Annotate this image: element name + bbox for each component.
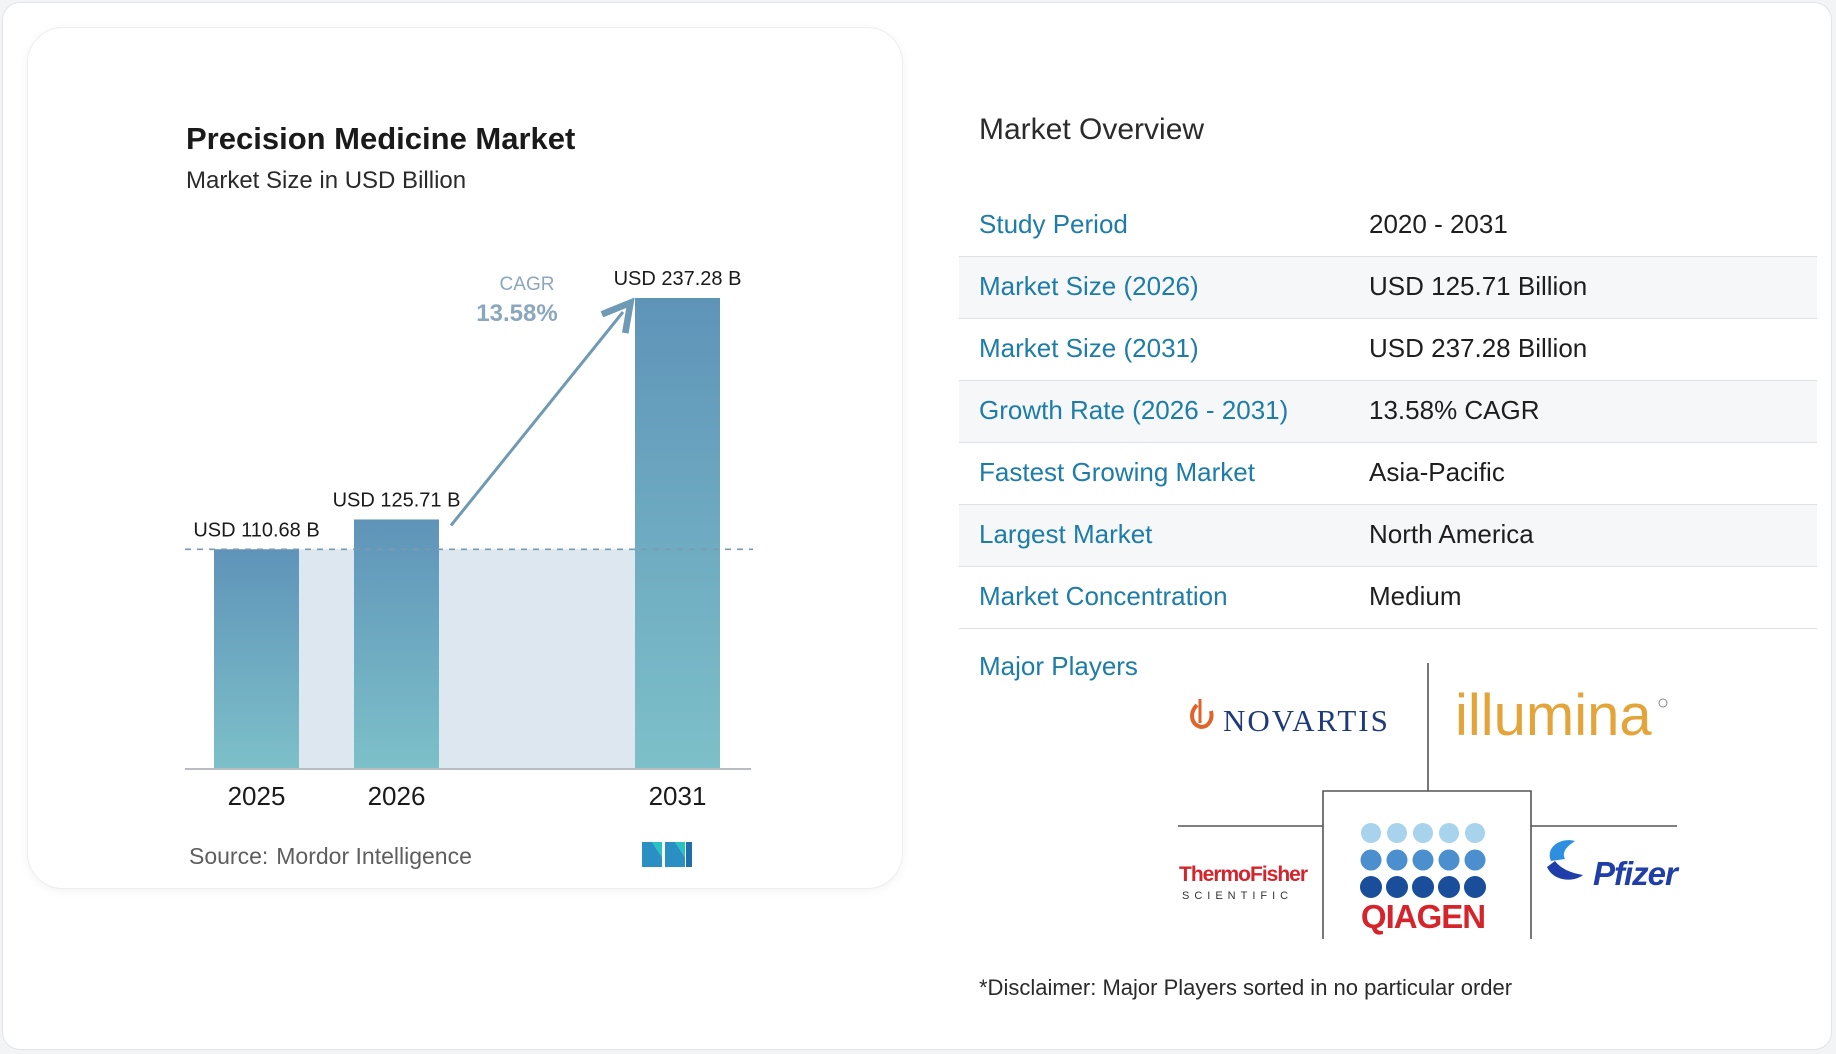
overview-row-label: Market Size (2031): [979, 333, 1199, 363]
disclaimer: *Disclaimer: Major Players sorted in no …: [979, 975, 1513, 1000]
bar-2031: [635, 298, 720, 769]
cagr-label: CAGR: [500, 274, 555, 295]
overview-row-value: 2020 - 2031: [1369, 209, 1508, 239]
overview-row-value: USD 237.28 Billion: [1369, 333, 1588, 363]
overview-row-value: Medium: [1369, 581, 1462, 611]
source-label: Source:: [189, 843, 269, 869]
svg-text:ThermoFisher: ThermoFisher: [1179, 863, 1308, 886]
overview-row: Study Period 2020 - 2031: [959, 195, 1817, 257]
pfizer-logo-icon: Pfizer: [1547, 840, 1681, 892]
data-label-2026: USD 125.71 B: [333, 489, 461, 511]
illumina-logo-icon: illumina: [1455, 683, 1668, 748]
data-label-2031: USD 237.28 B: [614, 268, 742, 290]
cagr-arrow: [449, 312, 623, 527]
source-name: Mordor Intelligence: [276, 843, 472, 869]
qiagen-logo-icon: QIAGEN: [1360, 823, 1486, 935]
thermo-fisher-logo-icon: ThermoFisher SCIENTIFIC: [1179, 863, 1309, 902]
overview-row-value: Asia-Pacific: [1369, 457, 1505, 487]
svg-text:NOVARTIS: NOVARTIS: [1223, 703, 1390, 738]
x-tick-label-2031: 2031: [649, 781, 707, 811]
overview-row: Market Concentration Medium: [959, 567, 1817, 629]
overview-row-label: Market Concentration: [979, 581, 1228, 611]
bar-2026: [354, 519, 439, 769]
overview-row-label: Largest Market: [979, 519, 1153, 549]
svg-text:Pfizer: Pfizer: [1593, 855, 1680, 892]
bar-chart: CAGR 13.58% USD 110.68 B 2025 USD 125.71 B…: [185, 268, 753, 811]
svg-text:illumina: illumina: [1455, 683, 1652, 748]
overview-row-label: Fastest Growing Market: [979, 457, 1255, 487]
svg-text:QIAGEN: QIAGEN: [1361, 898, 1485, 935]
x-tick-label-2026: 2026: [368, 781, 426, 811]
novartis-logo-icon: NOVARTIS: [1190, 699, 1390, 738]
major-players-label: Major Players: [979, 651, 1138, 681]
overview-row: Fastest Growing Market Asia-Pacific: [959, 443, 1817, 505]
mordor-intelligence-logo-icon: [642, 842, 692, 867]
overview-row: Largest Market North America: [959, 505, 1817, 567]
source-line: Source: Mordor Intelligence: [189, 843, 472, 870]
overview-row: Market Size (2031) USD 237.28 Billion: [959, 319, 1817, 381]
overview-row: Market Size (2026) USD 125.71 Billion: [959, 257, 1817, 319]
chart-subtitle: Market Size in USD Billion: [186, 167, 467, 194]
overview-row-label: Study Period: [979, 209, 1128, 239]
x-tick-label-2025: 2025: [228, 781, 286, 811]
major-players-logos: NOVARTIS illumina ThermoFisher SCIENTIFI…: [1178, 663, 1681, 939]
overview-row-value: 13.58% CAGR: [1369, 395, 1540, 425]
overview-row: Growth Rate (2026 - 2031) 13.58% CAGR: [959, 381, 1817, 443]
overview-row-value: North America: [1369, 519, 1534, 549]
cagr-value: 13.58%: [476, 300, 557, 327]
overview-row-label: Growth Rate (2026 - 2031): [979, 395, 1289, 425]
overview-row-value: USD 125.71 Billion: [1369, 271, 1588, 301]
svg-text:SCIENTIFIC: SCIENTIFIC: [1182, 890, 1293, 902]
data-label-2025: USD 110.68 B: [193, 519, 319, 541]
bar-2025: [214, 549, 299, 769]
overview-row-label: Market Size (2026): [979, 271, 1199, 301]
overview-table: Study Period 2020 - 2031 Market Size (20…: [959, 195, 1817, 629]
overview-title: Market Overview: [979, 113, 1205, 146]
chart-title: Precision Medicine Market: [186, 121, 576, 156]
